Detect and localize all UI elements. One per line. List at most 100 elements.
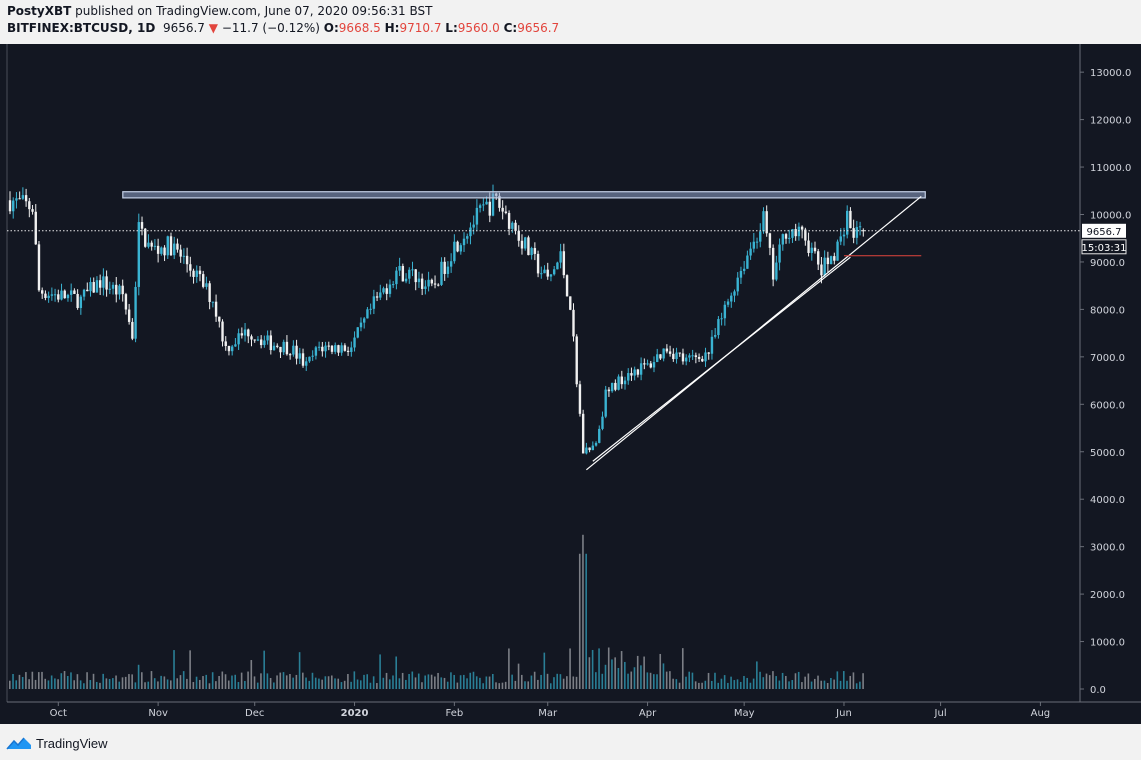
volume-bar <box>636 655 639 689</box>
volume-bar <box>343 680 346 689</box>
candle <box>694 352 698 364</box>
time-axis[interactable]: Oct Nov Dec 2020 Feb Mar Apr May Jun Jul Aug <box>50 702 1051 719</box>
candle <box>420 273 424 296</box>
candle <box>788 229 791 244</box>
high-value: 9710.7 <box>399 21 442 35</box>
candle <box>668 345 672 357</box>
price-axis[interactable]: 13000.0 12000.0 11000.0 10000.0 9000.0 8000.0… <box>1080 68 1131 696</box>
candle <box>89 277 92 297</box>
volume-bar <box>646 672 649 689</box>
volume-bar <box>530 675 533 689</box>
candle <box>53 288 57 302</box>
candle <box>214 294 218 322</box>
volume-bar <box>379 654 381 689</box>
candle <box>353 331 356 352</box>
volume-bar <box>170 680 172 689</box>
volume-bar <box>292 677 294 689</box>
volume-bar <box>237 682 240 689</box>
candle <box>437 283 440 287</box>
volume-bar <box>173 650 175 689</box>
volume-bar <box>86 672 88 689</box>
symbol-label[interactable]: BITFINEX:BTCUSD, 1D <box>7 21 156 35</box>
volume-bar <box>656 674 658 689</box>
volume-bar <box>463 674 465 689</box>
volume-bar <box>681 648 684 689</box>
volume-bar <box>842 671 845 689</box>
candle <box>501 200 504 220</box>
volume-bar <box>469 672 472 689</box>
volume-bar <box>240 672 243 689</box>
volume-bar <box>794 673 797 689</box>
candle <box>456 240 459 253</box>
x-tick-label: Oct <box>50 708 67 719</box>
volume-bar <box>189 650 191 689</box>
volume-bar <box>675 679 678 689</box>
candle <box>131 318 134 341</box>
last-price-tag <box>1082 223 1126 238</box>
volume-bar <box>179 675 182 689</box>
candle <box>755 237 759 249</box>
y-tick-label: 3000.0 <box>1090 543 1125 554</box>
candle <box>121 279 124 302</box>
volume-bar <box>382 677 385 689</box>
tradingview-brand[interactable]: TradingView <box>6 733 108 753</box>
legend-line: BITFINEX:BTCUSD, 1D 9656.7 ▼ −11.7 (−0.1… <box>7 21 559 35</box>
y-tick-label: 1000.0 <box>1090 638 1125 649</box>
candle <box>681 348 685 365</box>
volume-bar <box>372 676 375 689</box>
volume-bar <box>388 679 391 689</box>
volume-bar <box>198 679 201 689</box>
volume-bar <box>408 673 410 689</box>
candle <box>327 341 330 351</box>
volume-bar <box>9 680 11 689</box>
candle <box>623 376 627 390</box>
volume-bar <box>833 679 835 689</box>
candle <box>169 232 173 257</box>
trendline[interactable] <box>592 256 851 462</box>
candle <box>813 241 817 254</box>
candle <box>44 290 47 301</box>
volume-bar <box>50 675 53 689</box>
volume-bar <box>611 659 613 689</box>
candle <box>324 341 327 358</box>
candle <box>115 276 118 303</box>
candle <box>321 341 324 357</box>
volume-bar <box>823 680 826 689</box>
candle <box>820 256 823 284</box>
volume-bar <box>859 681 861 689</box>
candle <box>823 250 826 277</box>
candle <box>672 348 675 362</box>
candle <box>211 301 215 308</box>
published-text: published on TradingView.com, June 07, 2… <box>75 4 433 18</box>
candle <box>243 323 247 342</box>
volume-bar <box>401 672 404 689</box>
candle <box>224 336 227 351</box>
candle <box>189 256 192 277</box>
volume-bar <box>108 678 111 689</box>
candle <box>382 286 385 295</box>
volume-bar <box>466 678 468 689</box>
volume-bar <box>76 674 79 689</box>
volume-bar <box>269 677 272 689</box>
volume-bar <box>572 676 575 689</box>
candle <box>292 340 295 357</box>
candle <box>826 251 830 272</box>
volume-bar <box>810 681 813 689</box>
volume-bar <box>649 672 652 689</box>
volume-bar <box>492 674 494 689</box>
volume-bar <box>566 676 568 689</box>
resistance-zone[interactable] <box>122 191 926 199</box>
candle <box>578 380 582 417</box>
author-name[interactable]: PostyXBT <box>7 4 72 18</box>
volume-bar <box>839 680 842 689</box>
candle <box>569 296 572 311</box>
volume-bar <box>31 671 34 689</box>
candle <box>836 239 839 261</box>
candle <box>414 269 417 291</box>
candle <box>620 370 623 389</box>
volume-bar <box>562 678 565 689</box>
volume-bar <box>256 682 259 689</box>
candle <box>144 227 147 248</box>
candle <box>720 312 723 326</box>
